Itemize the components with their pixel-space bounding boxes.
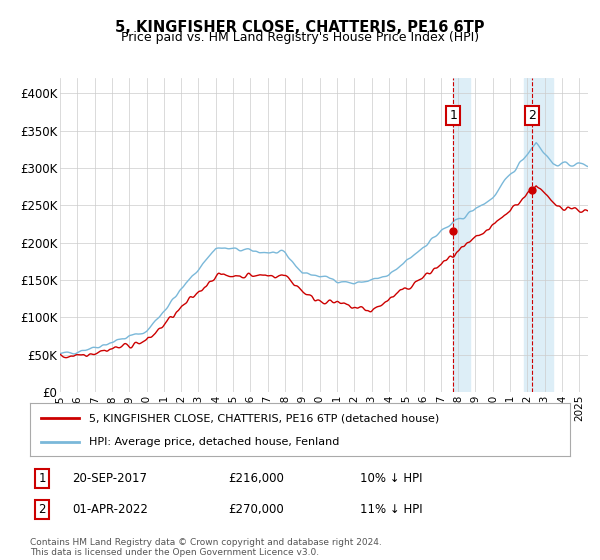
Text: HPI: Average price, detached house, Fenland: HPI: Average price, detached house, Fenl… bbox=[89, 436, 340, 446]
Text: Contains HM Land Registry data © Crown copyright and database right 2024.
This d: Contains HM Land Registry data © Crown c… bbox=[30, 538, 382, 557]
Bar bbox=[454, 78, 470, 392]
Text: £216,000: £216,000 bbox=[228, 472, 284, 486]
Text: 5, KINGFISHER CLOSE, CHATTERIS, PE16 6TP: 5, KINGFISHER CLOSE, CHATTERIS, PE16 6TP bbox=[115, 20, 485, 35]
Text: 10% ↓ HPI: 10% ↓ HPI bbox=[360, 472, 422, 486]
Text: £270,000: £270,000 bbox=[228, 503, 284, 516]
Text: 1: 1 bbox=[449, 109, 457, 122]
Text: 2: 2 bbox=[528, 109, 536, 122]
Bar bbox=[524, 78, 553, 392]
Text: 1: 1 bbox=[38, 472, 46, 486]
Text: 01-APR-2022: 01-APR-2022 bbox=[72, 503, 148, 516]
Text: 20-SEP-2017: 20-SEP-2017 bbox=[72, 472, 147, 486]
Text: 5, KINGFISHER CLOSE, CHATTERIS, PE16 6TP (detached house): 5, KINGFISHER CLOSE, CHATTERIS, PE16 6TP… bbox=[89, 413, 440, 423]
Text: Price paid vs. HM Land Registry's House Price Index (HPI): Price paid vs. HM Land Registry's House … bbox=[121, 31, 479, 44]
Text: 2: 2 bbox=[38, 503, 46, 516]
Text: 11% ↓ HPI: 11% ↓ HPI bbox=[360, 503, 422, 516]
